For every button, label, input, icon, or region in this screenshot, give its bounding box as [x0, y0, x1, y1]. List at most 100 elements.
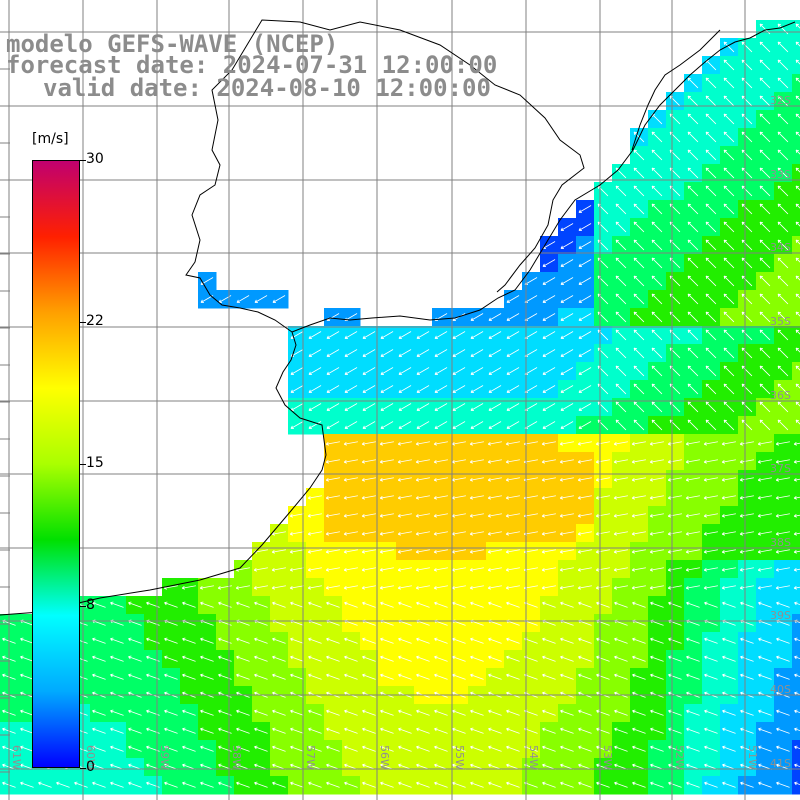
- wind-arrow: [505, 459, 520, 464]
- colorbar-tick-mark: [80, 160, 86, 161]
- colorbar-tick-mark: [80, 464, 86, 465]
- wind-arrow: [740, 727, 754, 734]
- wind-cell: [792, 326, 800, 345]
- wind-arrow: [596, 709, 610, 716]
- wind-arrow: [325, 459, 340, 464]
- wind-arrow: [397, 513, 412, 518]
- wind-cell: [792, 776, 800, 795]
- wind-arrow: [794, 781, 800, 786]
- wind-arrow: [488, 331, 502, 339]
- wind-cell: [792, 380, 800, 399]
- wind-arrow: [290, 385, 304, 393]
- wind-arrow: [362, 709, 376, 716]
- wind-arrow: [614, 673, 628, 680]
- wind-arrow: [326, 745, 340, 752]
- wind-arrow: [577, 513, 592, 518]
- wind-arrow: [795, 311, 800, 317]
- wind-arrow: [362, 637, 376, 644]
- wind-arrow: [757, 585, 772, 590]
- wind-cell: [792, 578, 800, 597]
- wind-arrow: [777, 221, 789, 233]
- wind-arrow: [434, 349, 448, 357]
- wind-arrow: [777, 167, 789, 179]
- wind-arrow: [631, 549, 646, 554]
- wind-arrow: [308, 655, 322, 662]
- wind-arrow: [110, 673, 124, 680]
- wind-arrow: [723, 167, 735, 179]
- wind-arrow: [415, 585, 430, 590]
- wind-arrow: [633, 311, 645, 323]
- wind-arrow: [759, 149, 771, 161]
- wind-arrow: [416, 745, 430, 752]
- wind-arrow: [560, 727, 574, 734]
- wind-arrow: [615, 257, 627, 269]
- wind-arrow: [416, 331, 430, 339]
- wind-arrow: [542, 709, 556, 716]
- wind-arrow: [343, 459, 358, 464]
- wind-arrow: [650, 709, 664, 716]
- wind-arrow: [469, 585, 484, 590]
- wind-arrow: [488, 403, 502, 411]
- wind-arrow: [793, 477, 800, 482]
- wind-arrow: [452, 709, 466, 716]
- wind-arrow: [741, 239, 753, 251]
- wind-cell: [792, 452, 800, 471]
- wind-arrow: [651, 149, 663, 161]
- wind-arrow: [290, 637, 304, 644]
- wind-arrow: [722, 637, 736, 644]
- wind-arrow: [777, 257, 789, 269]
- wind-arrow: [759, 383, 771, 395]
- wind-arrow: [272, 745, 286, 752]
- latitude-label: 37S: [770, 462, 791, 475]
- wind-arrow: [705, 257, 717, 269]
- colorbar-unit: [m/s]: [32, 131, 69, 147]
- wind-arrow: [271, 531, 286, 536]
- wind-arrow: [685, 513, 700, 518]
- wind-arrow: [757, 495, 772, 500]
- wind-arrow: [795, 275, 800, 281]
- wind-arrow: [614, 655, 628, 662]
- wind-arrow: [128, 709, 142, 716]
- wind-arrow: [74, 781, 88, 788]
- wind-arrow: [361, 513, 376, 518]
- wind-arrow: [452, 745, 466, 752]
- wind-arrow: [380, 331, 394, 339]
- wind-arrow: [795, 401, 800, 407]
- wind-arrow: [687, 167, 699, 179]
- wind-arrow: [578, 331, 592, 339]
- wind-arrow: [307, 549, 322, 554]
- wind-arrow: [777, 59, 789, 71]
- wind-arrow: [380, 385, 394, 393]
- wind-arrow: [398, 367, 412, 375]
- wind-arrow: [542, 331, 556, 339]
- wind-arrow: [651, 185, 663, 197]
- wind-arrow: [668, 673, 682, 680]
- wind-arrow: [741, 149, 753, 161]
- wind-arrow: [687, 257, 699, 269]
- wind-arrow: [578, 385, 592, 393]
- wind-arrow: [380, 709, 394, 716]
- wind-arrow: [687, 239, 699, 251]
- wind-arrow: [343, 567, 358, 572]
- wind-arrow: [308, 421, 322, 429]
- wind-arrow: [344, 367, 358, 375]
- wind-arrow: [633, 365, 645, 377]
- wind-arrow: [434, 637, 448, 644]
- wind-arrow: [685, 441, 700, 446]
- wind-cell: [792, 110, 800, 129]
- wind-arrow: [344, 727, 358, 734]
- wind-arrow: [362, 349, 376, 357]
- wind-cell: [792, 740, 800, 759]
- longitude-label: 58W: [230, 745, 243, 770]
- wind-arrow: [344, 601, 358, 608]
- wind-arrow: [740, 655, 754, 662]
- wind-arrow: [649, 567, 664, 572]
- wind-arrow: [380, 637, 394, 644]
- colorbar-tick-label: 30: [86, 151, 104, 167]
- wind-arrow: [560, 673, 574, 680]
- wind-arrow: [759, 347, 771, 359]
- wind-arrow: [343, 495, 358, 500]
- wind-arrow: [560, 709, 574, 716]
- wind-arrow: [668, 745, 682, 752]
- wind-arrow: [253, 567, 268, 572]
